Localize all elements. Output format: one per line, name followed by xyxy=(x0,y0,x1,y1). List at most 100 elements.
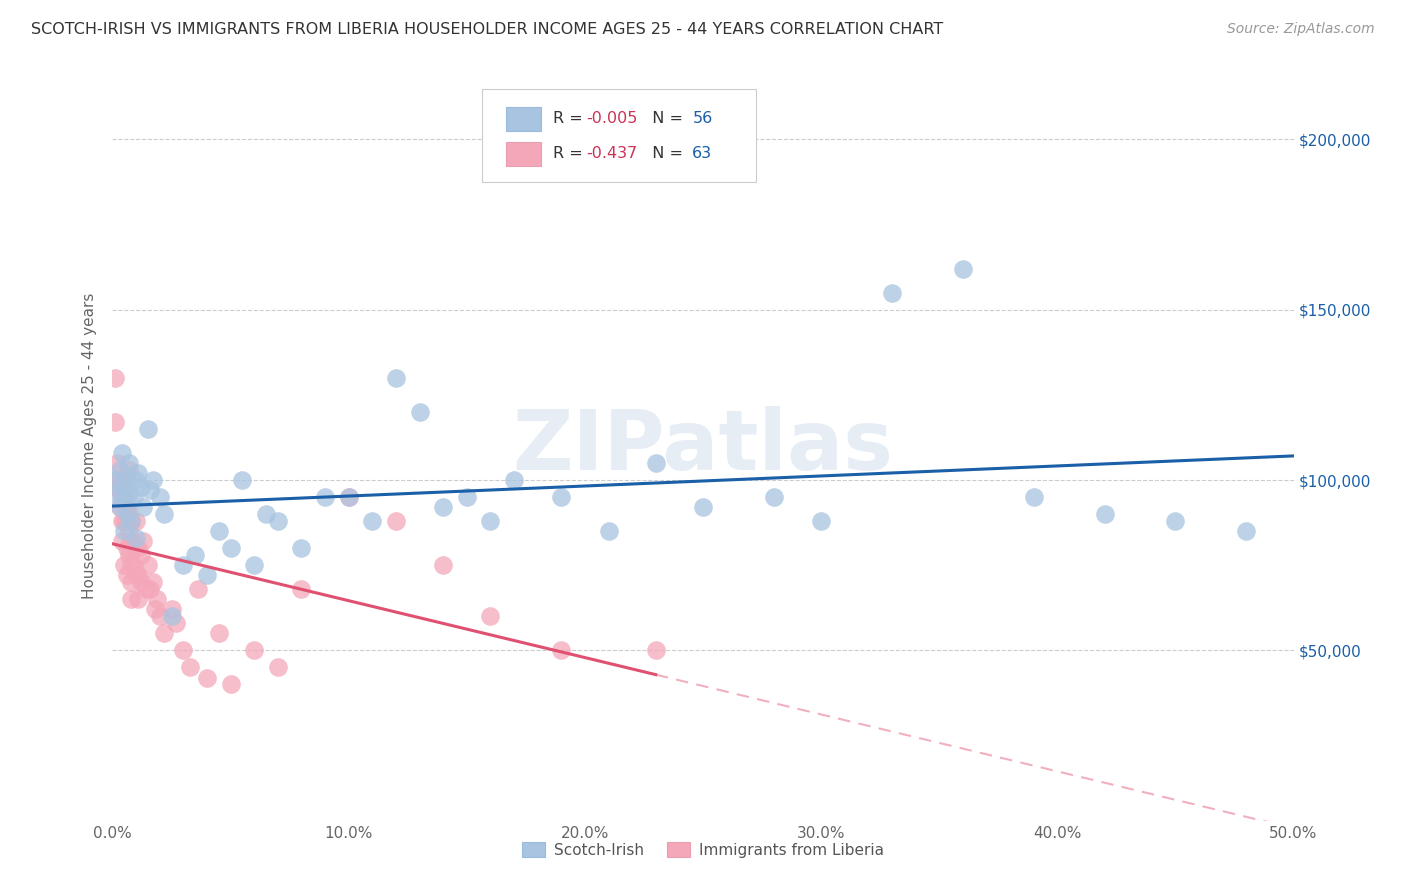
Point xyxy=(231,473,253,487)
Point xyxy=(692,500,714,515)
FancyBboxPatch shape xyxy=(506,142,541,166)
Text: -0.005: -0.005 xyxy=(586,112,637,126)
Point xyxy=(120,534,142,549)
Point xyxy=(550,490,572,504)
Point xyxy=(129,480,152,494)
Point xyxy=(598,524,620,538)
Point xyxy=(243,558,266,573)
Point xyxy=(118,524,141,538)
Point xyxy=(139,582,162,596)
Text: SCOTCH-IRISH VS IMMIGRANTS FROM LIBERIA HOUSEHOLDER INCOME AGES 25 - 44 YEARS CO: SCOTCH-IRISH VS IMMIGRANTS FROM LIBERIA … xyxy=(31,22,943,37)
Point xyxy=(385,371,408,385)
Point xyxy=(361,514,384,528)
Text: R =: R = xyxy=(553,146,588,161)
Point xyxy=(112,490,135,504)
Point xyxy=(208,524,231,538)
Point xyxy=(385,514,408,528)
Text: N =: N = xyxy=(641,112,688,126)
Point xyxy=(1234,524,1257,538)
Point xyxy=(122,558,145,573)
Point xyxy=(115,568,138,582)
Point xyxy=(503,473,526,487)
Point xyxy=(1022,490,1045,504)
Point xyxy=(129,548,152,562)
Point xyxy=(456,490,478,504)
Point xyxy=(195,671,218,685)
Point xyxy=(105,456,128,470)
Point xyxy=(108,500,131,515)
Point xyxy=(104,415,127,429)
Point xyxy=(132,534,155,549)
Point xyxy=(112,524,135,538)
Point xyxy=(136,422,159,436)
Point xyxy=(762,490,785,504)
Point xyxy=(208,626,231,640)
Point xyxy=(550,643,572,657)
Point xyxy=(267,660,290,674)
Point xyxy=(111,446,134,460)
Point xyxy=(108,463,131,477)
Point xyxy=(112,514,135,528)
Point xyxy=(105,473,128,487)
Text: 63: 63 xyxy=(692,146,713,161)
Point xyxy=(105,480,128,494)
Point xyxy=(112,558,135,573)
Point xyxy=(1094,507,1116,521)
Point xyxy=(267,514,290,528)
Point xyxy=(184,548,207,562)
Point xyxy=(139,483,162,498)
Y-axis label: Householder Income Ages 25 - 44 years: Householder Income Ages 25 - 44 years xyxy=(82,293,97,599)
Point xyxy=(952,261,974,276)
Point xyxy=(108,500,131,515)
Point xyxy=(125,568,148,582)
Point xyxy=(132,500,155,515)
Point xyxy=(243,643,266,657)
Point xyxy=(219,677,242,691)
Point xyxy=(115,473,138,487)
Point xyxy=(111,514,134,528)
Point xyxy=(125,473,148,487)
Point xyxy=(160,602,183,616)
Point xyxy=(219,541,242,556)
Point xyxy=(111,534,134,549)
Point xyxy=(432,558,454,573)
FancyBboxPatch shape xyxy=(482,88,756,182)
Point xyxy=(1164,514,1187,528)
Point xyxy=(179,660,201,674)
Point xyxy=(172,643,194,657)
Point xyxy=(125,531,148,545)
Point xyxy=(149,490,172,504)
Point xyxy=(153,507,176,521)
Point xyxy=(142,575,165,590)
Text: N =: N = xyxy=(641,146,688,161)
Point xyxy=(432,500,454,515)
Point xyxy=(153,626,176,640)
Point xyxy=(115,514,138,528)
Point xyxy=(160,609,183,624)
Point xyxy=(104,371,127,385)
Point xyxy=(143,602,166,616)
Point xyxy=(105,486,128,500)
Point xyxy=(122,541,145,556)
Text: Source: ZipAtlas.com: Source: ZipAtlas.com xyxy=(1227,22,1375,37)
Point xyxy=(479,609,502,624)
Point xyxy=(186,582,208,596)
Point xyxy=(104,473,127,487)
Text: R =: R = xyxy=(553,112,588,126)
Point xyxy=(290,541,312,556)
Point xyxy=(408,405,430,419)
Point xyxy=(115,541,138,556)
Point xyxy=(115,500,138,515)
Point xyxy=(127,467,149,481)
Point xyxy=(112,473,135,487)
Point xyxy=(111,490,134,504)
Point xyxy=(290,582,312,596)
Point xyxy=(120,514,142,528)
Point xyxy=(149,609,172,624)
Point xyxy=(118,463,141,477)
Legend: Scotch-Irish, Immigrants from Liberia: Scotch-Irish, Immigrants from Liberia xyxy=(515,834,891,865)
Point xyxy=(125,514,148,528)
Point xyxy=(142,473,165,487)
Point xyxy=(479,514,502,528)
Point xyxy=(120,558,142,573)
